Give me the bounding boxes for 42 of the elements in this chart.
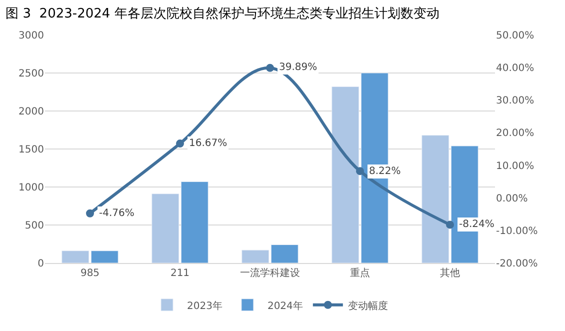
x-tick-label: 重点 xyxy=(350,267,370,279)
bar xyxy=(62,250,90,263)
bar xyxy=(242,250,270,263)
y-tick-label: 500 xyxy=(24,220,44,232)
point xyxy=(86,209,94,218)
x-tick-label: 一流学科建设 xyxy=(240,267,300,279)
bar xyxy=(332,86,360,263)
y2-tick-label: 0.00% xyxy=(496,193,528,204)
chart-title: 图 3 2023-2024 年各层次院校自然保护与环境生态类专业招生计划数变动 xyxy=(6,5,440,22)
data-label: 39.89% xyxy=(279,62,318,73)
bar xyxy=(270,244,298,263)
legend-label: 2024年 xyxy=(267,300,303,312)
y2-tick-label: 30.00% xyxy=(496,96,534,107)
legend-label: 2023年 xyxy=(187,300,222,312)
y2-tick-label: -10.00% xyxy=(496,226,538,237)
y-tick-label: 2000 xyxy=(18,106,44,118)
y2-tick-label: -20.00% xyxy=(496,258,538,270)
data-label: -4.76% xyxy=(99,208,134,219)
x-tick-label: 985 xyxy=(80,268,100,279)
y2-tick-label: 50.00% xyxy=(496,30,534,42)
y-tick-label: 1000 xyxy=(18,182,44,194)
bar xyxy=(422,135,450,263)
bar xyxy=(152,194,180,263)
y2-tick-label: 20.00% xyxy=(496,128,534,140)
data-label: 8.22% xyxy=(369,166,401,177)
point xyxy=(356,167,364,176)
data-label: 16.67% xyxy=(189,138,228,149)
point xyxy=(446,220,454,229)
point xyxy=(266,64,274,72)
y2-tick-label: 10.00% xyxy=(496,160,534,172)
legend-label: 变动幅度 xyxy=(348,300,388,312)
y2-tick-label: 40.00% xyxy=(496,63,534,74)
x-tick-label: 其他 xyxy=(440,267,460,279)
y-tick-label: 3000 xyxy=(18,30,44,42)
y-tick-label: 2500 xyxy=(18,68,44,80)
data-label: -8.24% xyxy=(459,219,494,230)
bar xyxy=(90,250,118,263)
x-tick-label: 211 xyxy=(170,268,190,279)
y-tick-label: 0 xyxy=(38,258,44,270)
y-tick-label: 1500 xyxy=(18,144,44,156)
point xyxy=(176,140,184,148)
bar xyxy=(180,181,208,263)
